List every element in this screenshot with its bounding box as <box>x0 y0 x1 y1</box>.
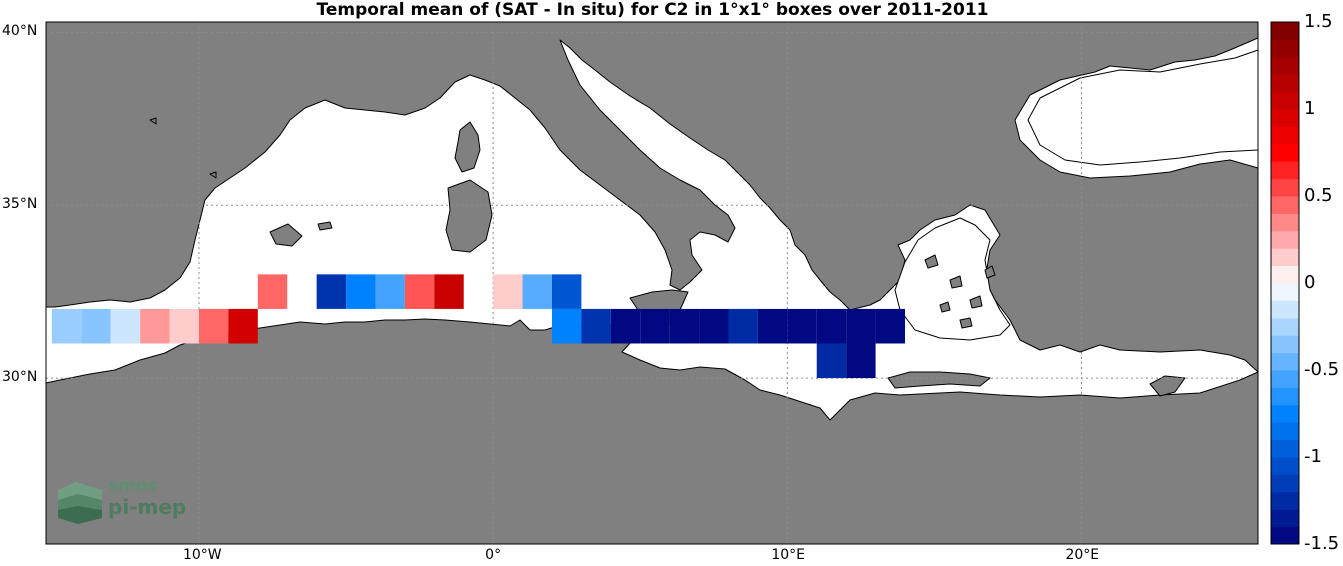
data-cell <box>81 308 111 344</box>
lon-tick-label: 20°E <box>1065 547 1100 563</box>
colorbar-segment <box>1271 404 1299 423</box>
data-cell <box>669 308 700 344</box>
logo-text-smos: smos <box>108 476 158 496</box>
colorbar-tick-label: 1 <box>1304 98 1316 119</box>
colorbar-segment <box>1271 56 1299 75</box>
colorbar-segment <box>1271 491 1299 510</box>
data-cell <box>257 274 288 309</box>
data-cell <box>551 308 582 344</box>
land-iberia-europe <box>45 21 1259 373</box>
colorbar-segment <box>1271 230 1299 249</box>
map-frame <box>45 21 1259 545</box>
land-mallorca <box>269 223 303 247</box>
land-sardinia <box>445 179 493 253</box>
colorbar-tick-label: -1.5 <box>1304 533 1340 554</box>
colorbar-segment <box>1271 422 1299 441</box>
colorbar-segment <box>1271 74 1299 93</box>
colorbar-segment <box>1271 161 1299 180</box>
data-cell <box>728 308 758 344</box>
land-crete <box>887 371 991 389</box>
colorbar-segment <box>1271 387 1299 406</box>
colorbar-segment <box>1271 265 1299 284</box>
colorbar-segment <box>1271 474 1299 493</box>
lon-tick-label: 0° <box>485 547 502 563</box>
data-cells <box>51 274 905 379</box>
data-cell <box>787 308 817 344</box>
colorbar-segment <box>1271 300 1299 319</box>
colorbar-segment <box>1271 126 1299 145</box>
data-cell <box>610 308 641 344</box>
lat-tick-label: 35°N <box>2 196 38 213</box>
colorbar-segment <box>1271 509 1299 528</box>
data-cell <box>846 343 876 379</box>
data-cell <box>699 308 729 344</box>
data-cell <box>551 274 582 309</box>
data-cell <box>169 308 199 344</box>
land-masses <box>45 21 1259 545</box>
colorbar-segment <box>1271 178 1299 197</box>
lon-tick-label: 10°W <box>182 547 222 563</box>
land-menorca <box>317 221 333 231</box>
lat-tick-label: 40°N <box>2 23 38 40</box>
colorbar-segment <box>1271 335 1299 354</box>
colorbar-tick-label: 1.5 <box>1304 11 1333 32</box>
data-cell <box>757 308 788 344</box>
data-cell <box>140 308 170 344</box>
data-cell <box>110 308 141 344</box>
data-cell <box>846 308 876 344</box>
data-cell <box>51 308 82 344</box>
colorbar-tick-label: -0.5 <box>1304 359 1340 380</box>
colorbar <box>1271 22 1299 545</box>
land-corsica <box>454 121 481 173</box>
colorbar-segment <box>1271 22 1299 40</box>
map-title: Temporal mean of (SAT - In situ) for C2 … <box>316 0 989 20</box>
colorbar-segment <box>1271 248 1299 267</box>
data-cell <box>375 274 405 309</box>
data-cell <box>640 308 670 344</box>
data-cell <box>875 308 905 344</box>
colorbar-segment <box>1271 143 1299 162</box>
colorbar-segment <box>1271 196 1299 214</box>
data-cell <box>346 274 376 309</box>
colorbar-segment <box>1271 317 1299 336</box>
land-aegean-islands <box>924 254 996 329</box>
colorbar-segment <box>1271 526 1299 545</box>
sea-black-sea <box>1027 49 1259 166</box>
data-cell <box>816 343 847 379</box>
data-cell <box>228 308 258 344</box>
land-cyprus <box>1149 375 1186 397</box>
colorbar-segment <box>1271 39 1299 58</box>
data-cell <box>522 274 552 309</box>
colorbar-segment <box>1271 213 1299 232</box>
land-small-islands <box>149 117 217 179</box>
lon-tick-label: 10°E <box>771 547 805 563</box>
colorbar-tick-label: 0 <box>1304 272 1316 293</box>
colorbar-segment <box>1271 457 1299 475</box>
colorbar-tick-label: 0.5 <box>1304 185 1333 206</box>
colorbar-segment <box>1271 370 1299 388</box>
data-cell <box>493 274 523 309</box>
logo-mark-icon <box>58 482 102 524</box>
colorbar-segment <box>1271 109 1299 127</box>
colorbar-segment <box>1271 352 1299 371</box>
colorbar-segment <box>1271 283 1299 301</box>
colorbar-segment <box>1271 91 1299 110</box>
data-cell <box>816 308 847 344</box>
data-cell <box>316 274 347 309</box>
smos-pimep-logo: smos pi-mep <box>56 476 196 528</box>
data-cell <box>404 274 435 309</box>
colorbar-frame <box>1270 21 1300 545</box>
data-cell <box>198 308 229 344</box>
colorbar-segment <box>1271 439 1299 458</box>
data-cell <box>581 308 611 344</box>
colorbar-tick-label: -1 <box>1304 446 1322 467</box>
lat-tick-label: 30°N <box>2 369 38 386</box>
logo-text-pimep: pi-mep <box>108 495 187 519</box>
data-cell <box>434 274 464 309</box>
